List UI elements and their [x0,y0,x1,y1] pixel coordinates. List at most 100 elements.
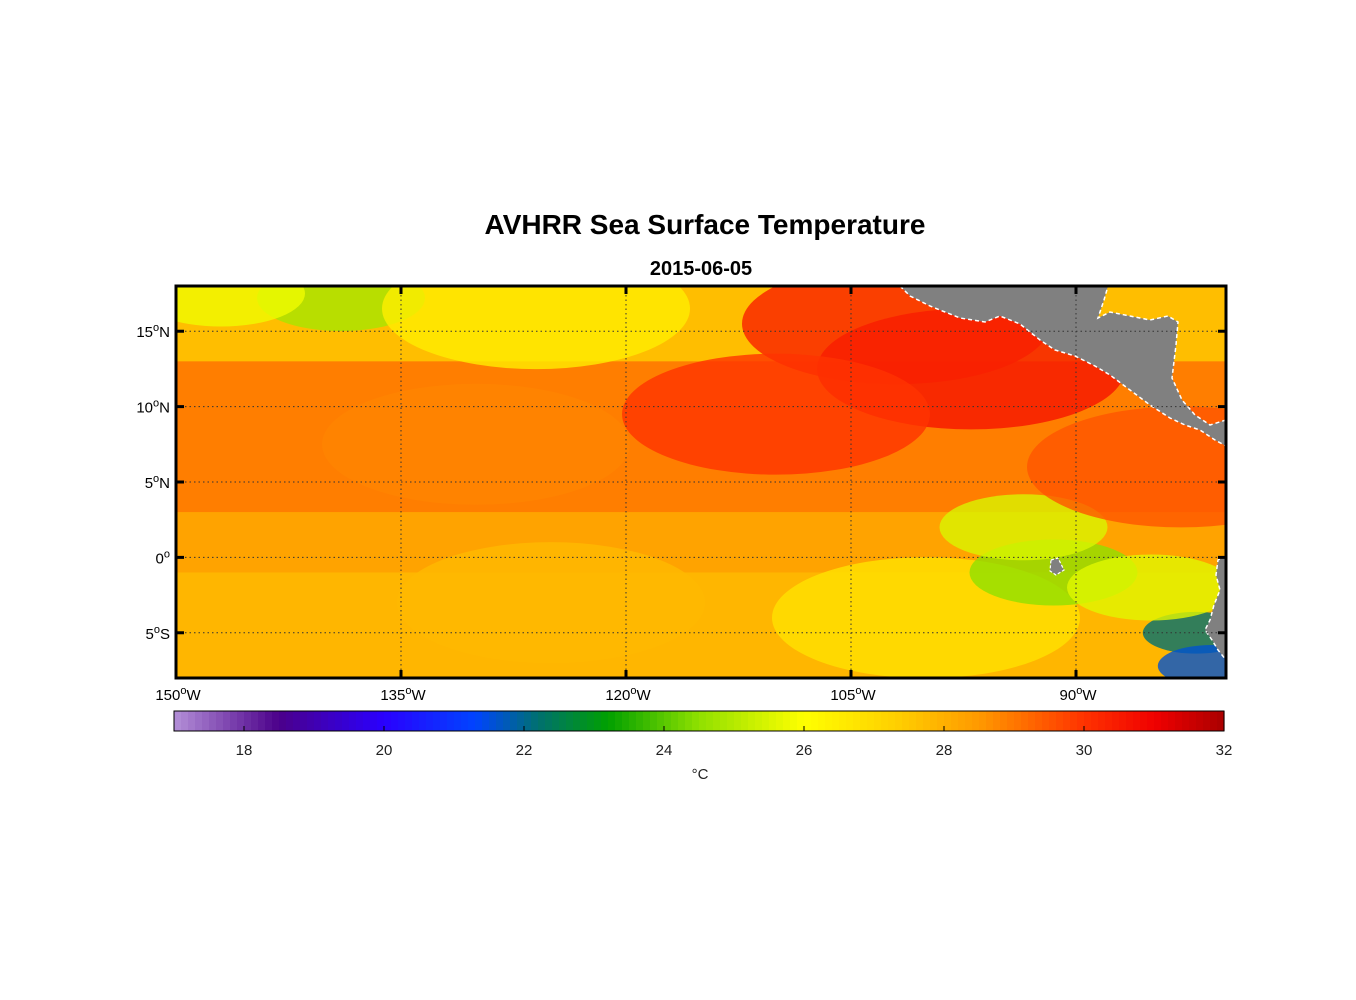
colorbar-step [1133,711,1141,731]
colorbar-step [713,711,721,731]
colorbar-ticks: 18 20 22 24 26 28 30 32 [236,726,1233,759]
colorbar-step [587,711,595,731]
colorbar-step [1028,711,1036,731]
lon-tick-label: 120oW [605,685,651,704]
colorbar-step [860,711,868,731]
colorbar-step [1042,711,1050,731]
colorbar-step [1070,711,1078,731]
sst-patch [622,353,930,475]
colorbar-step [356,711,364,731]
colorbar-step [797,711,805,731]
colorbar-step [853,711,861,731]
colorbar-step [699,711,707,731]
colorbar-step [342,711,350,731]
colorbar-step [601,711,609,731]
colorbar-frame [173,710,1225,732]
sst-patch [176,286,305,327]
colorbar-step [783,711,791,731]
colorbar-step [741,711,749,731]
colorbar-step [559,711,567,731]
colorbar-step [412,711,420,731]
colorbar-step [615,711,623,731]
colorbar-step [188,711,196,731]
colorbar-step [811,711,819,731]
colorbar-step [1091,711,1099,731]
colorbar-step [468,711,476,731]
colorbar-step [461,711,469,731]
colorbar-step [216,711,224,731]
colorbar-step [223,711,231,731]
lon-tick-label: 150oW [155,685,201,704]
colorbar-step [720,711,728,731]
colorbar-step [937,711,945,731]
lon-tick-label: 105oW [830,685,876,704]
colorbar-step [272,711,280,731]
colorbar-step [1210,711,1218,731]
lat-tick-label: 15oN [136,322,170,341]
colorbar-step [552,711,560,731]
colorbar-step [545,711,553,731]
colorbar-step [993,711,1001,731]
colorbar-step [1196,711,1204,731]
colorbar-step [244,711,252,731]
colorbar-step [930,711,938,731]
colorbar-step [657,711,665,731]
colorbar-step [405,711,413,731]
colorbar-step [363,711,371,731]
colorbar-tick-label: 24 [656,742,673,759]
colorbar-step [419,711,427,731]
colorbar-step [335,711,343,731]
colorbar-step [1154,711,1162,731]
colorbar-step [237,711,245,731]
sst-patch [382,286,690,370]
colorbar-step [692,711,700,731]
colorbar-step [349,711,357,731]
colorbar-step [1140,711,1148,731]
colorbar-step [944,711,952,731]
sst-field [176,286,1226,678]
colorbar-step [265,711,273,731]
colorbar-step [986,711,994,731]
colorbar-step [314,711,322,731]
colorbar-step [195,711,203,731]
colorbar-step [279,711,287,731]
colorbar-step [475,711,483,731]
colorbar-tick-label: 22 [516,742,533,759]
colorbar-step [804,711,812,731]
colorbar-step [384,711,392,731]
colorbar-step [440,711,448,731]
colorbar-step [1098,711,1106,731]
colorbar-step [1217,711,1225,731]
lat-tick-label: 0o [156,548,170,567]
colorbar-step [181,711,189,731]
colorbar-step [643,711,651,731]
sst-patch [397,542,705,664]
colorbar-tick-label: 28 [936,742,953,759]
colorbar-step [503,711,511,731]
colorbar-step [888,711,896,731]
lon-tick-label: 90oW [1060,685,1098,704]
colorbar-step [867,711,875,731]
lat-tick-label: 10oN [136,398,170,417]
colorbar-step [776,711,784,731]
colorbar-step [979,711,987,731]
colorbar-step [727,711,735,731]
colorbar-step [454,711,462,731]
colorbar-step [1049,711,1057,731]
central-america-land [898,286,1226,447]
colorbar-step [1168,711,1176,731]
colorbar-step [762,711,770,731]
colorbar-tick-label: 30 [1076,742,1093,759]
galapagos-islands [1049,557,1065,576]
colorbar-step [489,711,497,731]
colorbar-tick-label: 32 [1216,742,1233,759]
colorbar-step [734,711,742,731]
map-subtitle: 2015-06-05 [650,258,752,280]
sst-patch [1027,406,1226,528]
colorbar-step [881,711,889,731]
colorbar-step [1112,711,1120,731]
colorbar-step [174,711,182,731]
colorbar-step [909,711,917,731]
colorbar-step [230,711,238,731]
colorbar-step [251,711,259,731]
